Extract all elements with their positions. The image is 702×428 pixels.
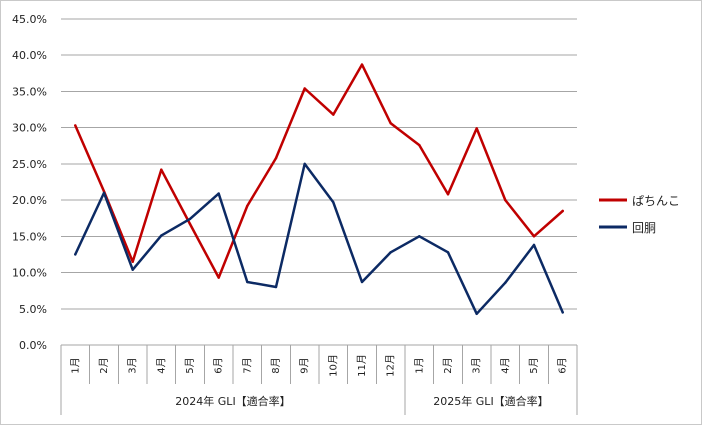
- series-1-point: [217, 276, 220, 279]
- series-1-point: [246, 204, 249, 208]
- series-1-point: [475, 127, 478, 130]
- series-1-point: [188, 222, 192, 226]
- y-tick-label: 5.0%: [19, 303, 47, 316]
- series-1-point: [131, 260, 134, 263]
- x-tick-label: 1月: [69, 357, 81, 373]
- y-tick-label: 40.0%: [12, 49, 47, 62]
- series-2-point: [504, 281, 507, 284]
- series-2-point: [389, 251, 392, 254]
- x-tick-label: 11月: [356, 354, 368, 377]
- y-tick-label: 35.0%: [12, 85, 47, 98]
- series-2-point: [418, 235, 421, 238]
- x-tick-label: 4月: [155, 357, 167, 373]
- series-2-point: [131, 268, 134, 271]
- y-tick-label: 0.0%: [19, 339, 47, 352]
- series-1-point: [504, 198, 507, 202]
- y-tick-label: 30.0%: [12, 122, 47, 135]
- x-group-label: 2024年 GLI【適合率】: [175, 394, 290, 408]
- series-2-point: [102, 191, 106, 195]
- series-1-point: [274, 156, 278, 160]
- series-2-point: [303, 162, 306, 166]
- legend-label-1: ぱちんこ: [632, 194, 680, 208]
- series-2-point: [274, 285, 278, 289]
- series-2-point: [532, 243, 536, 247]
- x-tick-label: 2月: [98, 357, 110, 373]
- series-2-point: [74, 253, 77, 256]
- series-1-point: [561, 209, 564, 213]
- x-tick-label: 7月: [241, 357, 253, 373]
- x-tick-label: 9月: [299, 357, 311, 373]
- x-tick-label: 5月: [528, 357, 540, 373]
- x-tick-label: 3月: [471, 357, 483, 373]
- x-tick-label: 12月: [385, 354, 397, 377]
- y-tick-label: 20.0%: [12, 194, 47, 207]
- series-1-point: [74, 124, 77, 127]
- y-tick-label: 10.0%: [12, 267, 47, 280]
- x-tick-label: 6月: [213, 357, 225, 373]
- series-2-point: [188, 217, 192, 221]
- x-tick-label: 2月: [442, 357, 454, 373]
- series-1-point: [303, 87, 306, 90]
- series-1-point: [389, 122, 392, 125]
- series-2-point: [160, 234, 163, 237]
- x-tick-label: 6月: [557, 357, 569, 373]
- legend-label-2: 回胴: [632, 221, 656, 235]
- x-tick-label: 10月: [327, 354, 339, 377]
- series-1-point: [418, 143, 421, 147]
- series-1-point: [532, 235, 536, 238]
- x-tick-label: 4月: [499, 357, 511, 373]
- y-tick-label: 15.0%: [12, 230, 47, 243]
- series-1-point: [446, 193, 450, 196]
- x-tick-label: 3月: [127, 357, 139, 373]
- series-2-point: [332, 201, 335, 204]
- x-tick-label: 1月: [413, 357, 425, 373]
- x-group-label: 2025年 GLI【適合率】: [433, 394, 548, 408]
- series-1-point: [160, 168, 163, 171]
- series-2-point: [360, 280, 364, 284]
- series-2-point: [475, 312, 478, 315]
- series-2-point: [446, 251, 450, 254]
- series-1-point: [332, 113, 335, 116]
- x-tick-label: 5月: [184, 357, 196, 373]
- series-1-point: [360, 63, 364, 66]
- series-2-point: [561, 311, 564, 314]
- x-tick-label: 8月: [270, 357, 282, 373]
- y-tick-label: 25.0%: [12, 158, 47, 171]
- series-line-1: [74, 63, 564, 279]
- y-tick-label: 45.0%: [12, 13, 47, 26]
- series-line-2: [74, 162, 564, 316]
- series-2-point: [217, 192, 220, 195]
- series-2-point: [246, 280, 249, 284]
